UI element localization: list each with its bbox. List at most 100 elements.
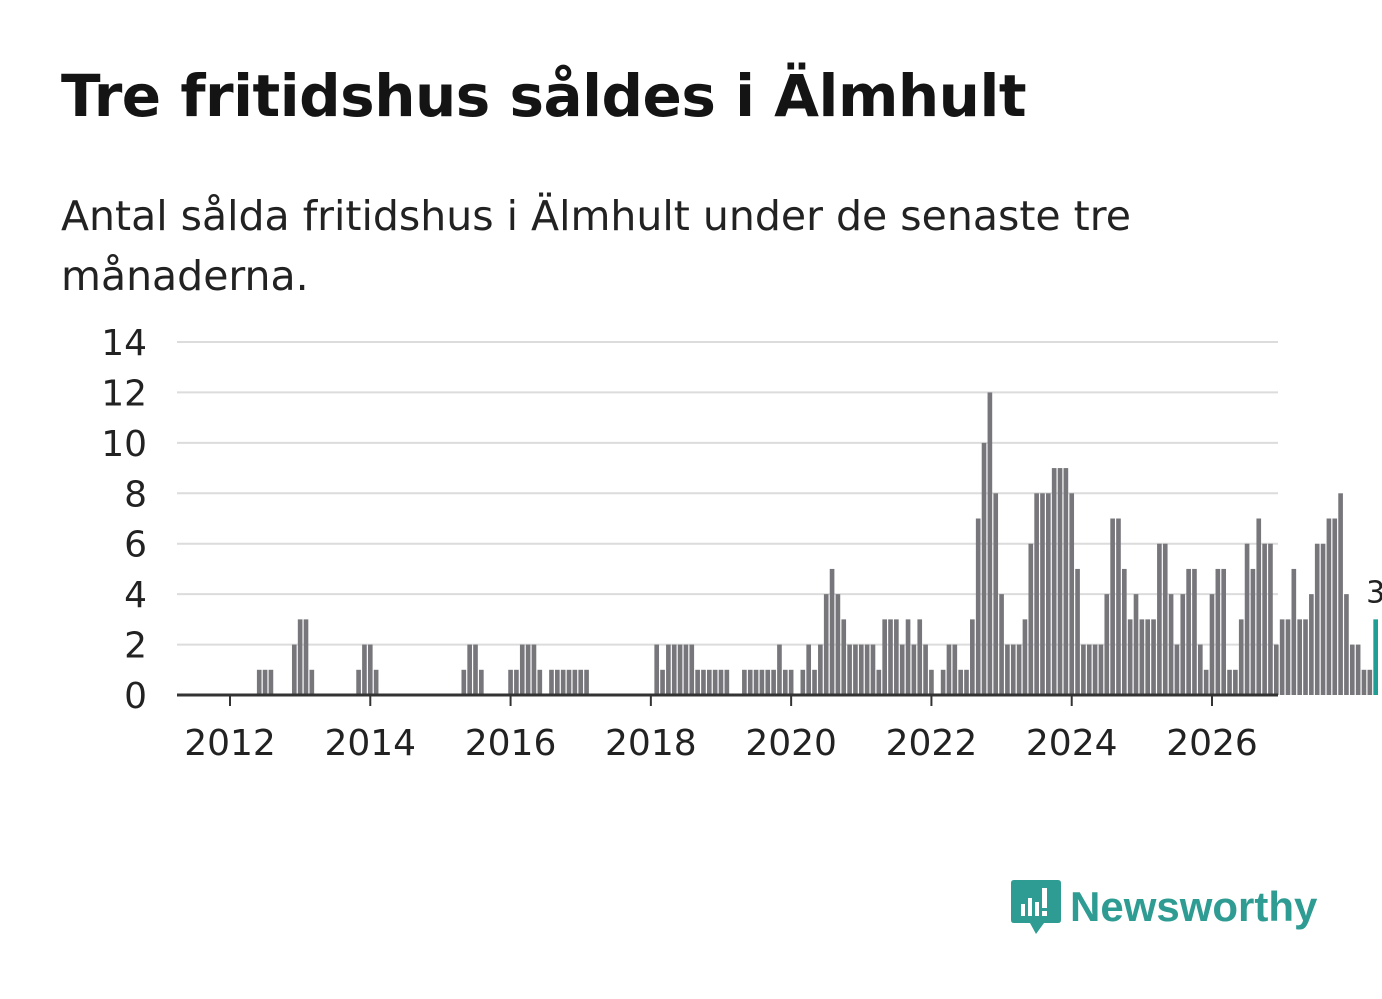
bar <box>584 669 589 695</box>
bar <box>1145 619 1151 695</box>
bar <box>473 644 478 695</box>
bar-highlight <box>1373 619 1378 695</box>
bar <box>1133 594 1139 695</box>
bar <box>1110 518 1115 695</box>
bar <box>1034 493 1039 695</box>
bar <box>262 669 268 695</box>
bar <box>724 669 730 695</box>
y-tick-label: 0 <box>124 676 147 717</box>
bar <box>1314 543 1320 695</box>
bar <box>1022 619 1028 695</box>
bar <box>1127 619 1133 695</box>
bar <box>1344 594 1349 695</box>
bar <box>1279 619 1285 695</box>
bar <box>981 442 987 695</box>
bar <box>1139 619 1145 695</box>
bar <box>508 669 513 695</box>
brand-name: Newsworthy <box>1070 883 1318 930</box>
bar <box>1367 669 1373 695</box>
bar <box>1151 619 1156 695</box>
bar <box>1121 568 1127 695</box>
bar <box>800 669 806 695</box>
bar <box>268 669 274 695</box>
x-tick-label: 2020 <box>745 723 837 764</box>
bar <box>818 644 823 695</box>
y-tick-label: 10 <box>101 424 147 465</box>
bar <box>829 568 835 695</box>
y-axis-labels: 0 2 4 6 8 10 12 14 <box>101 323 147 717</box>
bar <box>1174 644 1180 695</box>
bar <box>1227 669 1232 695</box>
x-tick-label: 2012 <box>184 723 276 764</box>
bar <box>747 669 753 695</box>
bar <box>1162 543 1168 695</box>
bars <box>256 392 1378 695</box>
bar <box>1069 493 1075 695</box>
annotation: 3 <box>1366 575 1382 610</box>
bar <box>671 644 677 695</box>
bar <box>1057 468 1063 695</box>
bar <box>1215 568 1221 695</box>
bar <box>923 644 928 695</box>
bar <box>1326 518 1332 695</box>
bar <box>742 669 747 695</box>
bar <box>1238 619 1244 695</box>
bar <box>1268 543 1273 695</box>
bar <box>519 644 525 695</box>
bar <box>1086 644 1092 695</box>
bar <box>1338 493 1343 695</box>
bar <box>917 619 923 695</box>
bar <box>864 644 870 695</box>
bar <box>1192 568 1197 695</box>
bar <box>759 669 765 695</box>
bar <box>870 644 876 695</box>
bar <box>660 669 665 695</box>
bar <box>894 619 899 695</box>
chart-subtitle: Antal sålda fritidshus i Älmhult under d… <box>61 192 1131 300</box>
bar <box>940 669 946 695</box>
bar <box>1016 644 1022 695</box>
bar <box>771 669 776 695</box>
bar <box>1040 493 1045 695</box>
bar <box>788 669 794 695</box>
bar <box>847 644 852 695</box>
bar <box>1046 493 1051 695</box>
bar <box>1005 644 1010 695</box>
bar <box>712 669 718 695</box>
bar <box>1291 568 1297 695</box>
bar <box>970 619 975 695</box>
bar <box>806 644 812 695</box>
bar <box>1203 669 1209 695</box>
bar <box>782 669 788 695</box>
bar <box>1010 644 1016 695</box>
x-tick-label: 2024 <box>1026 723 1118 764</box>
bar <box>572 669 578 695</box>
bar <box>999 594 1004 695</box>
x-tick-label: 2018 <box>605 723 697 764</box>
data-label: 3 <box>1366 575 1382 610</box>
bar <box>1355 644 1361 695</box>
y-tick-label: 2 <box>124 626 147 667</box>
bar <box>975 518 981 695</box>
bar <box>1349 644 1355 695</box>
bar <box>853 644 858 695</box>
bar <box>1297 619 1303 695</box>
y-tick-label: 6 <box>124 525 147 566</box>
bar <box>1285 619 1291 695</box>
bar <box>1209 594 1215 695</box>
bar <box>1233 669 1238 695</box>
bar <box>1250 568 1256 695</box>
bar <box>1320 543 1326 695</box>
bar <box>291 644 297 695</box>
bar <box>1273 644 1279 695</box>
bar <box>695 669 700 695</box>
bar <box>1098 644 1104 695</box>
bar <box>701 669 706 695</box>
bar <box>706 669 712 695</box>
bar <box>777 644 782 695</box>
bar <box>1256 518 1262 695</box>
bar <box>1221 568 1227 695</box>
bar <box>537 669 543 695</box>
bar <box>1028 543 1034 695</box>
